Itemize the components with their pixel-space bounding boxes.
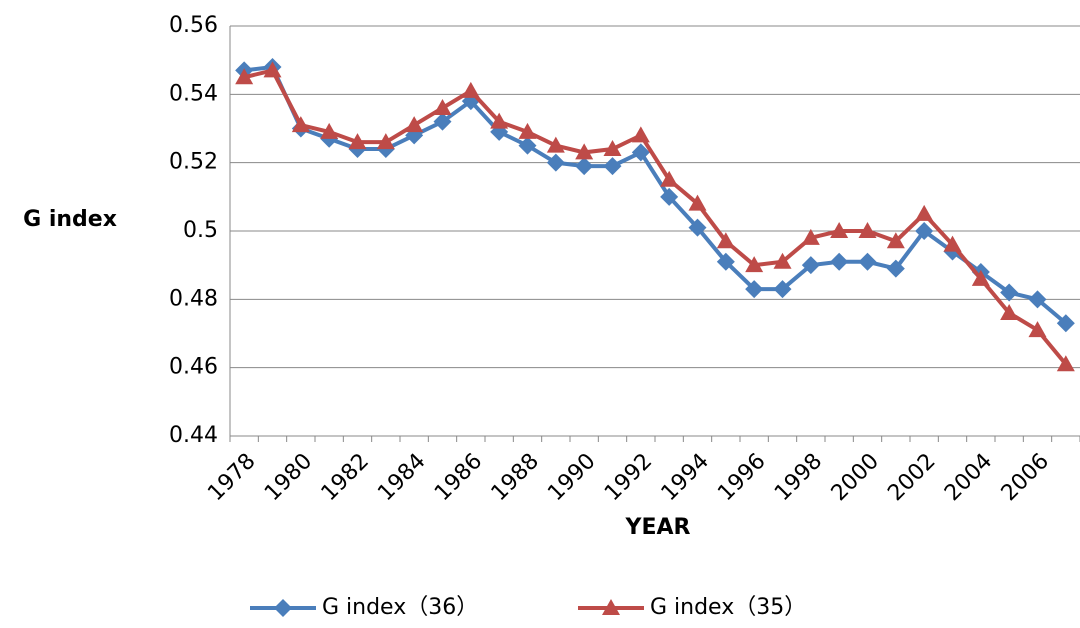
y-axis-label: G index xyxy=(23,207,117,232)
point-marker xyxy=(801,228,820,245)
point-marker xyxy=(575,143,594,160)
point-marker xyxy=(291,116,310,133)
point-marker xyxy=(1056,355,1075,372)
point-marker xyxy=(320,122,339,139)
point-marker xyxy=(660,170,679,187)
point-marker xyxy=(518,136,537,155)
point-marker xyxy=(433,99,452,115)
x-tick-label: 1982 xyxy=(317,449,374,506)
series-markers xyxy=(235,58,1075,333)
point-marker xyxy=(915,204,934,221)
x-tick-label: 2002 xyxy=(883,449,940,506)
point-marker xyxy=(1056,314,1075,333)
point-marker xyxy=(830,252,849,271)
x-tick-label: 1994 xyxy=(657,449,714,506)
point-marker xyxy=(263,61,282,78)
series-line xyxy=(243,68,1068,366)
point-marker xyxy=(688,194,707,211)
point-marker xyxy=(546,153,565,172)
point-marker xyxy=(631,126,650,143)
x-tick-label: 1996 xyxy=(713,449,770,506)
point-marker xyxy=(716,252,735,271)
x-tick-label: 2000 xyxy=(827,449,884,506)
y-tick-label: 0.44 xyxy=(169,423,218,448)
point-marker xyxy=(235,68,254,85)
point-marker xyxy=(745,280,764,299)
point-marker xyxy=(745,256,764,273)
point-marker xyxy=(405,126,424,145)
series-line xyxy=(243,64,1068,325)
x-tick-label: 2004 xyxy=(940,449,997,506)
point-marker xyxy=(773,252,792,269)
y-tick-label: 0.54 xyxy=(169,81,218,106)
point-marker xyxy=(490,112,509,129)
point-marker xyxy=(461,81,480,98)
point-marker xyxy=(858,252,877,271)
x-tick-label: 1986 xyxy=(430,449,487,506)
point-marker xyxy=(1000,283,1019,302)
x-tick-label: 1988 xyxy=(487,449,544,506)
point-marker xyxy=(801,256,820,275)
legend-label: G index（35） xyxy=(650,595,806,620)
y-tick-label: 0.48 xyxy=(169,286,218,311)
point-marker xyxy=(716,232,735,249)
point-marker xyxy=(376,133,395,150)
x-axis-label: YEAR xyxy=(625,515,691,540)
legend-label: G index（36） xyxy=(322,595,478,620)
x-tick-label: 1992 xyxy=(600,449,657,506)
y-tick-label: 0.46 xyxy=(169,355,218,380)
point-marker xyxy=(274,599,292,617)
y-tick-label: 0.52 xyxy=(169,150,218,175)
series-markers xyxy=(235,61,1075,372)
point-marker xyxy=(518,122,537,139)
point-marker xyxy=(433,112,452,131)
point-marker xyxy=(971,269,990,286)
point-marker xyxy=(858,222,877,238)
point-marker xyxy=(1028,290,1047,309)
point-marker xyxy=(490,122,509,141)
point-marker xyxy=(602,599,620,615)
x-tick-label: 1990 xyxy=(543,449,600,506)
x-tick-label: 1984 xyxy=(373,449,430,506)
point-marker xyxy=(943,235,962,252)
point-marker xyxy=(773,280,792,299)
point-marker xyxy=(886,232,905,249)
y-tick-label: 0.5 xyxy=(183,218,218,243)
x-tick-label: 1998 xyxy=(770,449,827,506)
point-marker xyxy=(603,157,622,176)
x-tick-label: 2006 xyxy=(997,449,1054,506)
point-marker xyxy=(915,222,934,240)
point-marker xyxy=(631,143,650,162)
point-marker xyxy=(660,187,679,206)
point-marker xyxy=(546,136,565,153)
point-marker xyxy=(688,218,707,237)
point-marker xyxy=(1028,321,1047,338)
x-tick-label: 1980 xyxy=(260,449,317,506)
point-marker xyxy=(405,116,424,133)
point-marker xyxy=(348,133,367,150)
point-marker xyxy=(830,222,849,238)
point-marker xyxy=(886,259,905,278)
point-marker xyxy=(575,157,594,176)
y-tick-label: 0.56 xyxy=(169,13,218,38)
point-marker xyxy=(1000,304,1019,320)
point-marker xyxy=(603,140,622,156)
x-tick-label: 1978 xyxy=(203,449,260,506)
